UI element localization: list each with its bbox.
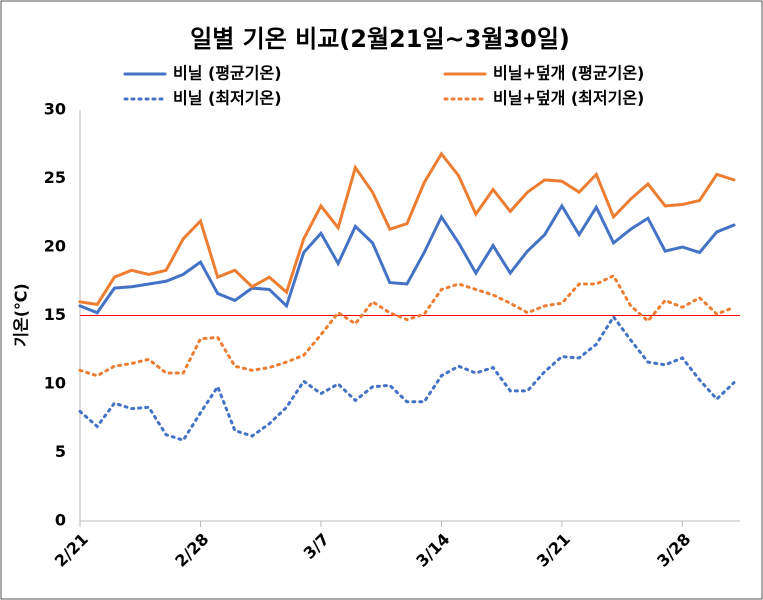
legend-label: 비닐 (평균기온) — [173, 64, 282, 83]
y-tick-label: 0 — [55, 511, 66, 530]
series-line — [78, 314, 736, 442]
y-axis-label: 기온(℃) — [12, 283, 31, 346]
y-tick-label: 10 — [44, 374, 66, 393]
legend-label: 비닐 (최저기온) — [173, 89, 282, 108]
chart-title: 일별 기온 비교(2월21일~3월30일) — [190, 25, 570, 53]
y-tick-label: 20 — [44, 237, 66, 256]
y-tick-label: 30 — [44, 100, 66, 119]
legend-label: 비닐+덮개 (평균기온) — [493, 64, 644, 83]
y-tick-label: 25 — [44, 168, 66, 187]
legend-label: 비닐+덮개 (최저기온) — [493, 89, 644, 108]
series-line — [78, 202, 736, 315]
y-tick-label: 5 — [55, 442, 66, 461]
y-tick-label: 15 — [44, 305, 66, 324]
series-line — [78, 273, 736, 378]
series-line — [78, 151, 736, 307]
